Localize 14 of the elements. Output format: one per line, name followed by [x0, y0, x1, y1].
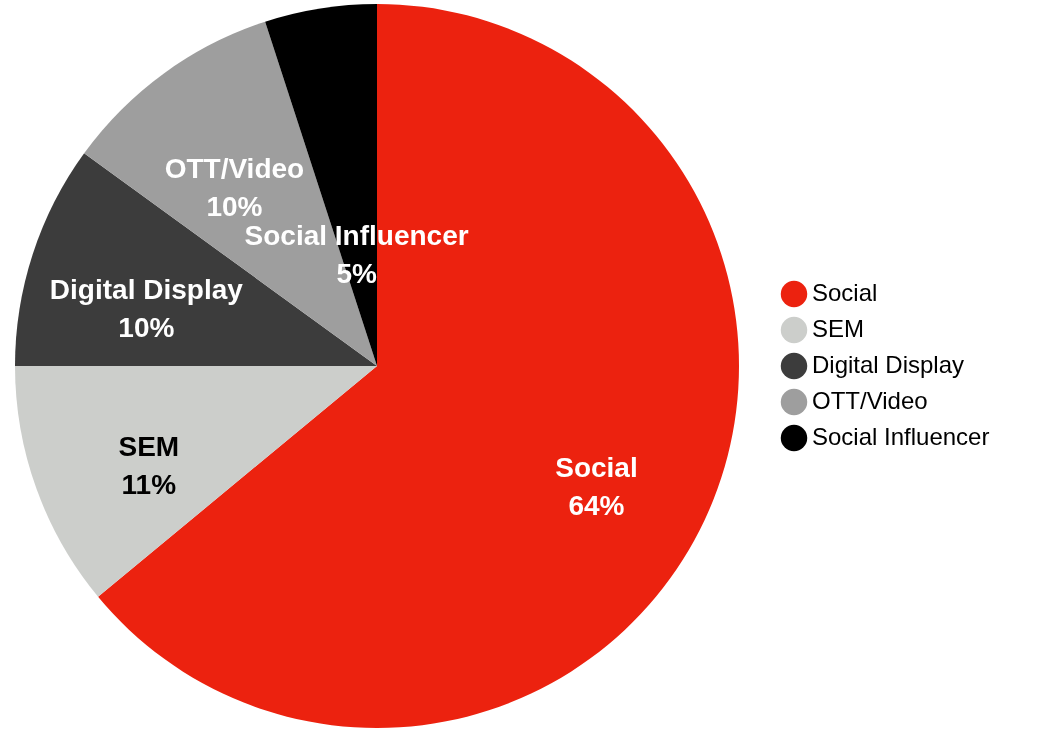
slice-label: Digital Display — [49, 274, 244, 306]
legend-label: OTT/Video — [812, 387, 928, 414]
data-label: 10% — [206, 190, 263, 222]
slice-label: SEM — [118, 431, 180, 463]
data-label: 11% — [121, 469, 177, 501]
slice-label: Social — [555, 452, 638, 484]
pie-slice — [15, 366, 377, 597]
legend-label: Digital Display — [812, 351, 965, 378]
data-label: 64% — [568, 490, 625, 522]
data-label: 10% — [118, 312, 175, 344]
slice-label: OTT/Video — [164, 152, 305, 184]
legend-label: Social — [812, 279, 878, 306]
legend-label: Social Influencer — [812, 423, 990, 450]
legend-label: SEM — [812, 315, 865, 342]
